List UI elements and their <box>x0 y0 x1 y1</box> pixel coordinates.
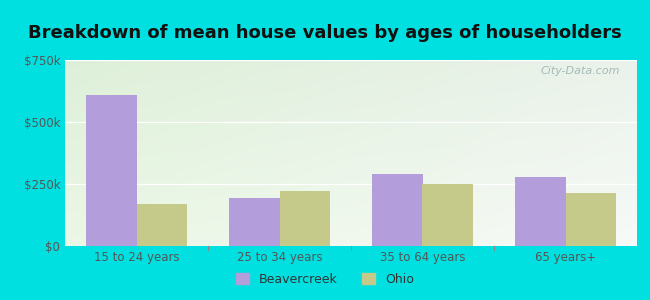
Legend: Beavercreek, Ohio: Beavercreek, Ohio <box>231 268 419 291</box>
Bar <box>515 177 566 246</box>
Bar <box>86 95 136 246</box>
Bar <box>229 198 280 246</box>
Bar <box>566 193 616 246</box>
Bar <box>372 174 423 246</box>
Bar <box>136 204 187 246</box>
Bar <box>422 184 473 246</box>
Text: City-Data.com: City-Data.com <box>540 66 620 76</box>
Text: Breakdown of mean house values by ages of householders: Breakdown of mean house values by ages o… <box>28 24 622 42</box>
Bar <box>280 191 330 246</box>
